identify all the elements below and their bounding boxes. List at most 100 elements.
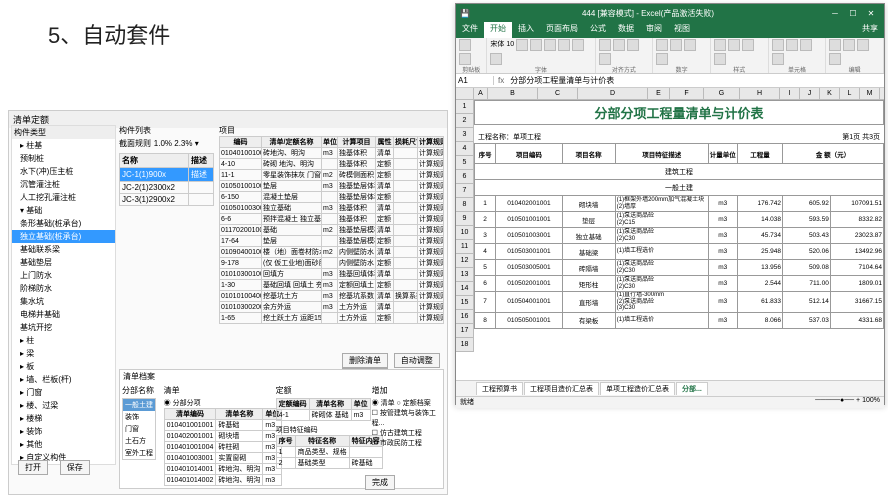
row-header[interactable]: 13 [456, 268, 474, 282]
ribbon-icon[interactable] [829, 39, 841, 51]
column-header[interactable]: C [538, 88, 578, 99]
tree-item[interactable]: 水下(冲)压主桩 [12, 165, 115, 178]
ribbon-tab[interactable]: 公式 [584, 22, 612, 38]
column-header[interactable]: F [670, 88, 704, 99]
tree-item[interactable]: 预制桩 [12, 152, 115, 165]
tree-item[interactable]: ▸ 柱 [12, 334, 115, 347]
sheet-tab[interactable]: 工程项目造价汇总表 [524, 382, 599, 395]
column-header[interactable]: I [780, 88, 800, 99]
ribbon-group[interactable]: 数字 [653, 38, 711, 73]
sheet-tabs[interactable]: 工程预算书工程项目造价汇总表单项工程造价汇总表分部... [456, 380, 884, 396]
section-list[interactable]: 一般土建装饰门窗土石方室外工程 [122, 398, 156, 460]
row-header[interactable]: 12 [456, 254, 474, 268]
ribbon-icon[interactable] [599, 53, 611, 65]
ribbon-icon[interactable] [558, 39, 570, 51]
row-header[interactable]: 16 [456, 310, 474, 324]
tree-item[interactable]: 集水坑 [12, 295, 115, 308]
ribbon-icon[interactable] [714, 53, 726, 65]
row-header[interactable]: 10 [456, 226, 474, 240]
ribbon-group[interactable]: 样式 [711, 38, 769, 73]
ribbon-icon[interactable] [613, 39, 625, 51]
ribbon-icon[interactable] [843, 39, 855, 51]
ribbon-group[interactable]: 宋体 10字体 [487, 38, 595, 73]
ribbon-group[interactable]: 单元格 [769, 38, 827, 73]
ribbon-icon[interactable] [656, 53, 668, 65]
tree-item[interactable]: ▸ 装饰 [12, 425, 115, 438]
ribbon-icon[interactable] [829, 53, 841, 65]
tree-item[interactable]: 基础垫层 [12, 256, 115, 269]
tree-item[interactable]: ▸ 板 [12, 360, 115, 373]
zoom-controls[interactable]: ─────●── + 100% [815, 397, 880, 408]
row-header[interactable]: 15 [456, 296, 474, 310]
column-headers[interactable]: ABCDEFGHIJKLM [456, 88, 884, 100]
tree-item[interactable]: 独立基础(桩承台) [12, 230, 115, 243]
ribbon-tab[interactable]: 数据 [612, 22, 640, 38]
quota-table[interactable]: 定额编码清单名称单位4-1砖砌体 基础m3 [276, 398, 371, 421]
component-table[interactable]: 名称描述 JC-1(1)900x描述JC-2(1)2300x2JC-3(1)29… [119, 153, 214, 206]
column-header[interactable]: E [648, 88, 670, 99]
row-header[interactable]: 8 [456, 198, 474, 212]
column-header[interactable]: L [840, 88, 860, 99]
ribbon-tab[interactable]: 文件 [456, 22, 484, 38]
tree-item[interactable]: ▸ 柱基 [12, 139, 115, 152]
tree-item[interactable]: ▾ 基础 [12, 204, 115, 217]
maximize-icon[interactable]: ☐ [844, 9, 862, 18]
row-header[interactable]: 9 [456, 212, 474, 226]
finish-button[interactable]: 完成 [365, 475, 395, 490]
tree-item[interactable]: 沉管灌注桩 [12, 178, 115, 191]
tree-item[interactable]: 阶梯防水 [12, 282, 115, 295]
row-header[interactable]: 18 [456, 338, 474, 352]
ribbon-tabs[interactable]: 文件开始插入页面布局公式数据审阅视图共享 [456, 22, 884, 38]
section-item-radio[interactable]: ◉ 分部分项 [164, 398, 272, 408]
tree-item[interactable]: ▸ 墙、栏板(杆) [12, 373, 115, 386]
row-header[interactable]: 4 [456, 142, 474, 156]
ribbon-icon[interactable] [530, 39, 542, 51]
tree-item[interactable]: 人工挖孔灌注桩 [12, 191, 115, 204]
ribbon-icon[interactable] [786, 39, 798, 51]
ribbon-icon[interactable] [742, 39, 754, 51]
name-box[interactable]: A1 [456, 76, 494, 85]
sheet-body[interactable]: 123456789101112131415161718 分部分项工程量清单与计价… [456, 100, 884, 380]
list-radio[interactable]: ◉ 清单 ○ 定额档案 [372, 398, 441, 408]
row-header[interactable]: 11 [456, 240, 474, 254]
ribbon-icon[interactable] [714, 39, 726, 51]
category-checkbox[interactable]: ☐ 按管建筑与装饰工程... [372, 408, 441, 428]
row-header[interactable]: 1 [456, 100, 474, 114]
save-button[interactable]: 保存 [60, 460, 90, 475]
row-header[interactable]: 5 [456, 156, 474, 170]
row-header[interactable]: 6 [456, 170, 474, 184]
share-button[interactable]: 共享 [856, 22, 884, 38]
tree-item[interactable]: 基坑开挖 [12, 321, 115, 334]
formula-input[interactable]: 分部分项工程量清单与计价表 [508, 75, 884, 86]
tree-item[interactable]: 电梯井基础 [12, 308, 115, 321]
sheet-tab[interactable]: 单项工程造价汇总表 [600, 382, 675, 395]
sheet-tab[interactable]: 分部... [676, 382, 708, 395]
ribbon-group[interactable]: 编辑 [826, 38, 884, 73]
ribbon-icon[interactable] [516, 39, 528, 51]
ribbon-icon[interactable] [490, 53, 502, 65]
auto-adjust-button[interactable]: 自动调整 [394, 353, 440, 368]
row-headers[interactable]: 123456789101112131415161718 [456, 100, 474, 352]
tree-item[interactable]: ▸ 楼、过梁 [12, 399, 115, 412]
column-header[interactable]: J [800, 88, 820, 99]
ribbon-icon[interactable] [656, 39, 668, 51]
fx-icon[interactable]: fx [494, 76, 508, 85]
delete-list-button[interactable]: 删除清单 [342, 353, 388, 368]
ribbon-icon[interactable] [544, 39, 556, 51]
ribbon-tab[interactable]: 页面布局 [540, 22, 584, 38]
ribbon-icon[interactable] [599, 39, 611, 51]
column-header[interactable]: G [704, 88, 740, 99]
ribbon-icon[interactable] [459, 53, 471, 65]
ribbon-icon[interactable] [772, 53, 784, 65]
row-header[interactable]: 14 [456, 282, 474, 296]
category-checkbox[interactable]: ☐ 仿古建筑工程 [372, 428, 441, 438]
ribbon-tab[interactable]: 开始 [484, 22, 512, 38]
tree-item[interactable]: 基础联系梁 [12, 243, 115, 256]
column-header[interactable]: K [820, 88, 840, 99]
ribbon-tab[interactable]: 视图 [668, 22, 696, 38]
ribbon-icon[interactable] [857, 39, 869, 51]
project-table[interactable]: 编码清单/定额名称单位计算项目属性损耗尺寸计算规则 010401001001砖地… [219, 136, 444, 324]
save-icon[interactable]: 💾 [460, 9, 470, 18]
category-checkbox[interactable]: ☐ 市政民防工程 [372, 438, 441, 448]
ribbon-icon[interactable] [459, 39, 471, 51]
